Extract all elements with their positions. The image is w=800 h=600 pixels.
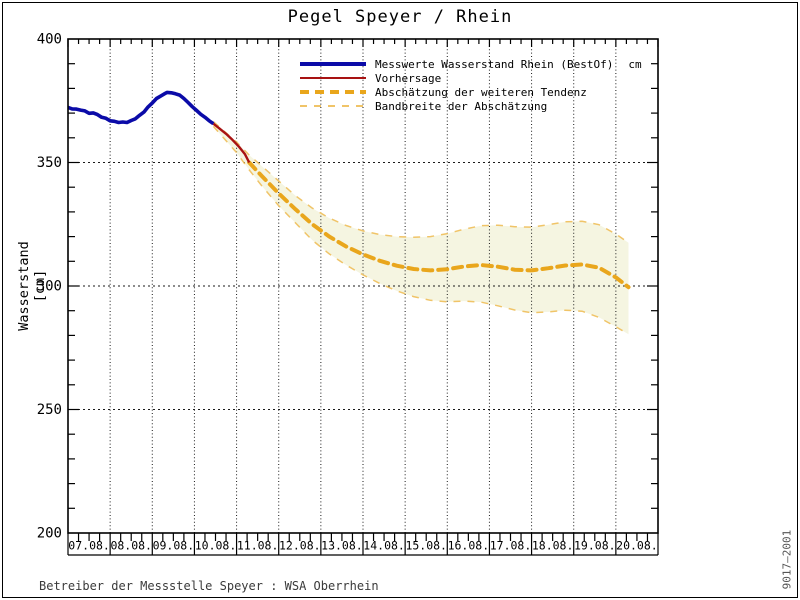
legend-label-messwerte: Messwerte Wasserstand Rhein (BestOf) — [375, 57, 614, 71]
legend-swatch-vorhersage-line — [300, 77, 366, 79]
legend-swatch-messwerte-line — [300, 62, 366, 66]
x-date-label: 18.08. — [532, 539, 574, 553]
x-date-label: 14.08. — [363, 539, 405, 553]
legend-swatch-bandbreite-dashes — [300, 105, 366, 107]
y-tick-label: 350 — [37, 155, 62, 171]
x-date-label: 11.08. — [237, 539, 279, 553]
y-tick-label: 200 — [37, 526, 62, 542]
x-date-label: 08.08. — [110, 539, 152, 553]
x-date-label: 17.08. — [490, 539, 532, 553]
legend-item-bandbreite: Bandbreite der Abschätzung — [300, 99, 642, 113]
y-tick-label: 250 — [37, 402, 62, 418]
footer-operator-line: Betreiber der Messstelle Speyer : WSA Ob… — [39, 578, 379, 593]
x-date-label: 10.08. — [195, 539, 237, 553]
x-date-label: 13.08. — [321, 539, 363, 553]
x-date-label: 20.08. — [616, 539, 658, 553]
tendenz-line — [247, 160, 631, 290]
x-date-label: 15.08. — [405, 539, 447, 553]
y-tick-label: 300 — [37, 279, 62, 295]
y-tick-label: 400 — [37, 32, 62, 48]
legend-item-vorhersage: Vorhersage — [300, 71, 642, 85]
messwerte-line — [67, 90, 215, 126]
x-date-label: 16.08. — [448, 539, 490, 553]
x-date-label: 07.08. — [68, 539, 110, 553]
band-upper-line — [212, 121, 629, 244]
legend-unit-cm: cm — [628, 57, 642, 71]
legend-item-tendenz: Abschätzung der weiteren Tendenz — [300, 85, 642, 99]
x-date-label: 19.08. — [574, 539, 616, 553]
vorhersage-line — [212, 122, 251, 164]
chart-title: Pegel Speyer / Rhein — [287, 7, 513, 27]
band-lower-line — [212, 125, 629, 335]
x-date-label: 12.08. — [279, 539, 321, 553]
forecast-band-fill — [213, 121, 629, 335]
legend-label-tendenz: Abschätzung der weiteren Tendenz — [375, 85, 587, 99]
plot-id-code: 9017—2001 — [780, 529, 794, 590]
legend-label-bandbreite: Bandbreite der Abschätzung — [375, 99, 548, 113]
legend-item-messwerte: Messwerte Wasserstand Rhein (BestOf) cm — [300, 57, 642, 71]
y-axis-title: Wasserstand [cm] — [16, 241, 48, 331]
legend-swatch-tendenz-dashes — [300, 90, 366, 94]
legend-label-vorhersage: Vorhersage — [375, 71, 442, 85]
footer: Betreiber der Messstelle Speyer : WSA Ob… — [39, 557, 747, 597]
legend: Messwerte Wasserstand Rhein (BestOf) cm … — [300, 57, 642, 113]
x-date-label: 09.08. — [153, 539, 195, 553]
